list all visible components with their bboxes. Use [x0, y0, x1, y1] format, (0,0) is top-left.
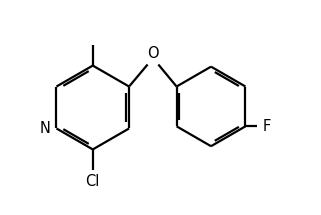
Text: O: O: [147, 46, 159, 61]
Text: N: N: [40, 121, 51, 136]
Text: Cl: Cl: [86, 174, 100, 189]
Text: F: F: [262, 119, 271, 134]
